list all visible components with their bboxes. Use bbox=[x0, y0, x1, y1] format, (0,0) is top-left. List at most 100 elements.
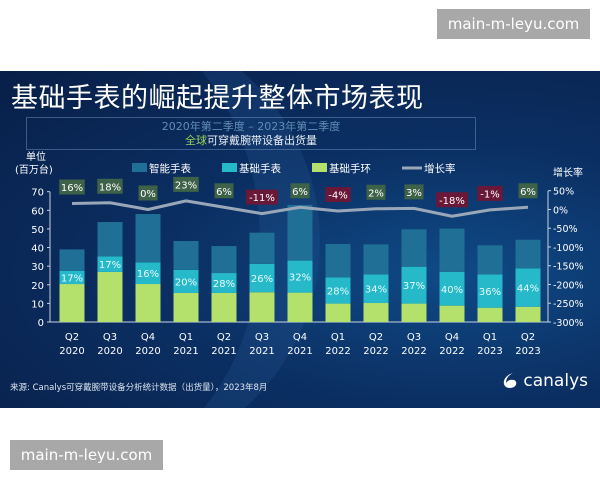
bar-basic-watch bbox=[135, 262, 161, 285]
bar-smartwatch bbox=[363, 244, 389, 275]
bar-basic-watch bbox=[363, 274, 389, 304]
basic-watch-share-label: 37% bbox=[403, 281, 425, 292]
bar-smartwatch bbox=[249, 232, 275, 264]
growth-label-box bbox=[477, 185, 503, 201]
growth-label: 23% bbox=[175, 180, 197, 191]
bar-smartwatch bbox=[173, 241, 199, 270]
legend-swatch bbox=[222, 163, 237, 172]
bar-basic-band bbox=[363, 303, 389, 322]
growth-label: 18% bbox=[99, 182, 121, 193]
x-tick-label-year: 2021 bbox=[249, 346, 274, 357]
x-tick-label-year: 2022 bbox=[325, 346, 350, 357]
bar-basic-band bbox=[59, 284, 85, 322]
y-tick-label: 20 bbox=[31, 281, 44, 292]
bar-smartwatch bbox=[325, 244, 351, 278]
growth-label: 3% bbox=[406, 188, 422, 199]
x-tick-label-quarter: Q1 bbox=[331, 332, 345, 343]
bar-smartwatch bbox=[287, 204, 313, 261]
x-tick-label-year: 2023 bbox=[515, 346, 540, 357]
bar-basic-band bbox=[97, 271, 123, 322]
growth-label: 0% bbox=[140, 189, 156, 200]
bar-basic-band bbox=[287, 292, 313, 322]
bar-basic-watch bbox=[97, 256, 123, 272]
y-axis-title-line1: 单位 bbox=[26, 150, 46, 163]
bar-basic-watch bbox=[173, 269, 199, 293]
y-tick-label: 70 bbox=[31, 188, 44, 199]
growth-label-box bbox=[366, 184, 386, 200]
growth-label-box bbox=[325, 187, 351, 202]
bar-basic-watch bbox=[287, 260, 313, 293]
growth-label: 6% bbox=[520, 187, 536, 198]
canalys-logo-icon bbox=[504, 373, 517, 388]
growth-label: -18% bbox=[439, 196, 465, 207]
subtitle-rest: 可穿戴腕带设备出货量 bbox=[207, 134, 317, 147]
bar-basic-watch bbox=[59, 270, 85, 285]
y-tick-label: 60 bbox=[31, 206, 44, 217]
chart-title: 基础手表的崛起提升整体市场表现 bbox=[11, 83, 424, 114]
basic-watch-share-label: 44% bbox=[517, 284, 539, 295]
y-tick-label: 40 bbox=[31, 244, 44, 255]
legend-swatch bbox=[132, 163, 147, 172]
bar-smartwatch bbox=[439, 228, 465, 272]
basic-watch-share-label: 17% bbox=[99, 260, 121, 271]
bar-basic-watch bbox=[325, 277, 351, 304]
bar-smartwatch bbox=[135, 214, 161, 263]
bar-smartwatch bbox=[477, 245, 503, 275]
bar-smartwatch bbox=[401, 229, 427, 267]
growth-rate-line bbox=[71, 199, 529, 218]
y-axis-title-line2: (百万台) bbox=[15, 163, 53, 176]
legend-swatch bbox=[312, 163, 327, 172]
basic-watch-share-label: 28% bbox=[213, 279, 235, 290]
legend-label: 增长率 bbox=[424, 162, 456, 175]
y2-tick-label: -250% bbox=[553, 299, 584, 310]
bar-basic-watch bbox=[515, 268, 541, 307]
x-tick-label-quarter: Q3 bbox=[407, 332, 421, 343]
bar-basic-band bbox=[249, 292, 275, 322]
y2-tick-label: -150% bbox=[553, 262, 584, 273]
x-tick-label-year: 2021 bbox=[211, 346, 236, 357]
bar-basic-band bbox=[401, 303, 427, 322]
canalys-logo: canalys bbox=[501, 371, 588, 391]
bar-basic-watch bbox=[439, 271, 465, 306]
y2-tick-label: 50% bbox=[553, 187, 574, 198]
subtitle-measure: 全球可穿戴腕带设备出货量 bbox=[27, 134, 475, 148]
bar-smartwatch bbox=[97, 222, 123, 257]
bar-basic-band bbox=[211, 292, 237, 322]
x-tick-label-year: 2020 bbox=[59, 346, 84, 357]
x-tick-label-year: 2020 bbox=[135, 346, 160, 357]
growth-label-box bbox=[173, 176, 199, 192]
growth-label: -4% bbox=[328, 191, 347, 202]
basic-watch-share-label: 34% bbox=[365, 285, 387, 296]
subtitle-period: 2020年第二季度 – 2023年第二季度 bbox=[161, 120, 341, 133]
growth-label: 6% bbox=[292, 187, 308, 198]
basic-watch-share-label: 36% bbox=[479, 287, 501, 298]
bar-basic-watch bbox=[477, 274, 503, 308]
x-tick-label-quarter: Q4 bbox=[141, 332, 155, 343]
basic-watch-share-label: 32% bbox=[289, 273, 311, 284]
x-tick-label-year: 2022 bbox=[363, 346, 388, 357]
bar-basic-watch bbox=[211, 273, 237, 293]
source-note: 来源: Canalys可穿戴腕带设备分析统计数据（出货量），2023年8月 bbox=[10, 383, 268, 393]
bar-basic-band bbox=[477, 307, 503, 322]
x-tick-label-year: 2022 bbox=[401, 346, 426, 357]
y-tick-label: 30 bbox=[31, 262, 44, 273]
x-tick-label-quarter: Q1 bbox=[179, 332, 193, 343]
growth-label-box bbox=[436, 192, 468, 208]
bar-basic-band bbox=[325, 303, 351, 322]
legend-label: 智能手表 bbox=[149, 162, 191, 175]
basic-watch-share-label: 17% bbox=[61, 274, 83, 285]
growth-label-box bbox=[518, 183, 538, 199]
x-tick-label-quarter: Q2 bbox=[217, 332, 231, 343]
basic-watch-share-label: 20% bbox=[175, 277, 197, 288]
y-tick-label: 50 bbox=[31, 225, 44, 236]
x-tick-label-year: 2020 bbox=[97, 346, 122, 357]
growth-label-box bbox=[246, 189, 278, 205]
growth-label-box bbox=[214, 183, 234, 199]
x-tick-label-year: 2021 bbox=[287, 346, 312, 357]
growth-label-box bbox=[138, 185, 158, 201]
bar-basic-band bbox=[515, 306, 541, 322]
growth-label: 2% bbox=[368, 188, 384, 199]
x-tick-label-quarter: Q2 bbox=[521, 332, 535, 343]
bar-smartwatch bbox=[211, 246, 237, 274]
